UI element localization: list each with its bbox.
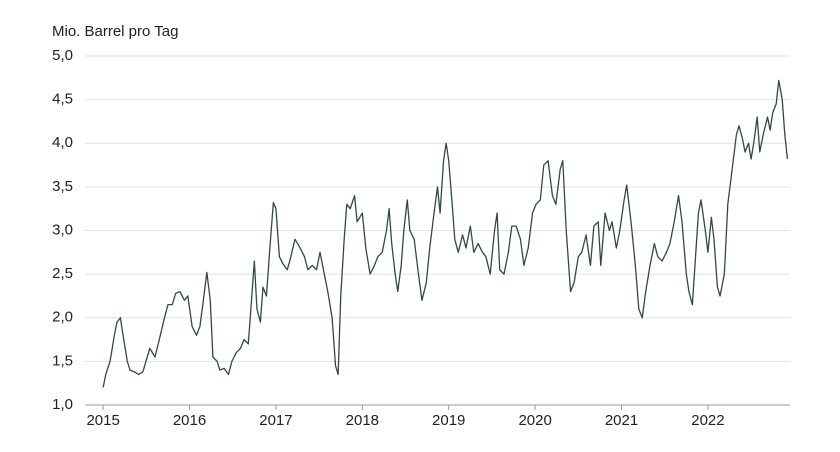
y-tick-label: 1,5 — [52, 352, 73, 369]
y-tick-label: 2,0 — [52, 309, 73, 326]
x-tick-label: 2016 — [173, 412, 206, 429]
y-tick-label: 3,0 — [52, 221, 73, 238]
data-line — [102, 79, 789, 388]
x-tick-label: 2020 — [518, 412, 551, 429]
x-tick-label: 2022 — [691, 412, 724, 429]
x-tick-label: 2021 — [605, 412, 638, 429]
x-tick-label: 2018 — [346, 412, 379, 429]
y-tick-label: 1,0 — [52, 396, 73, 413]
y-tick-label: 3,5 — [52, 178, 73, 195]
y-tick-label: 4,5 — [52, 91, 73, 108]
y-tick-label: 2,5 — [52, 265, 73, 282]
y-axis-label: Mio. Barrel pro Tag — [52, 23, 178, 40]
x-tick-label: 2015 — [86, 412, 119, 429]
x-tick-label: 2019 — [432, 412, 465, 429]
x-tick-label: 2017 — [259, 412, 292, 429]
y-tick-label: 5,0 — [52, 47, 73, 64]
y-tick-label: 4,0 — [52, 134, 73, 151]
